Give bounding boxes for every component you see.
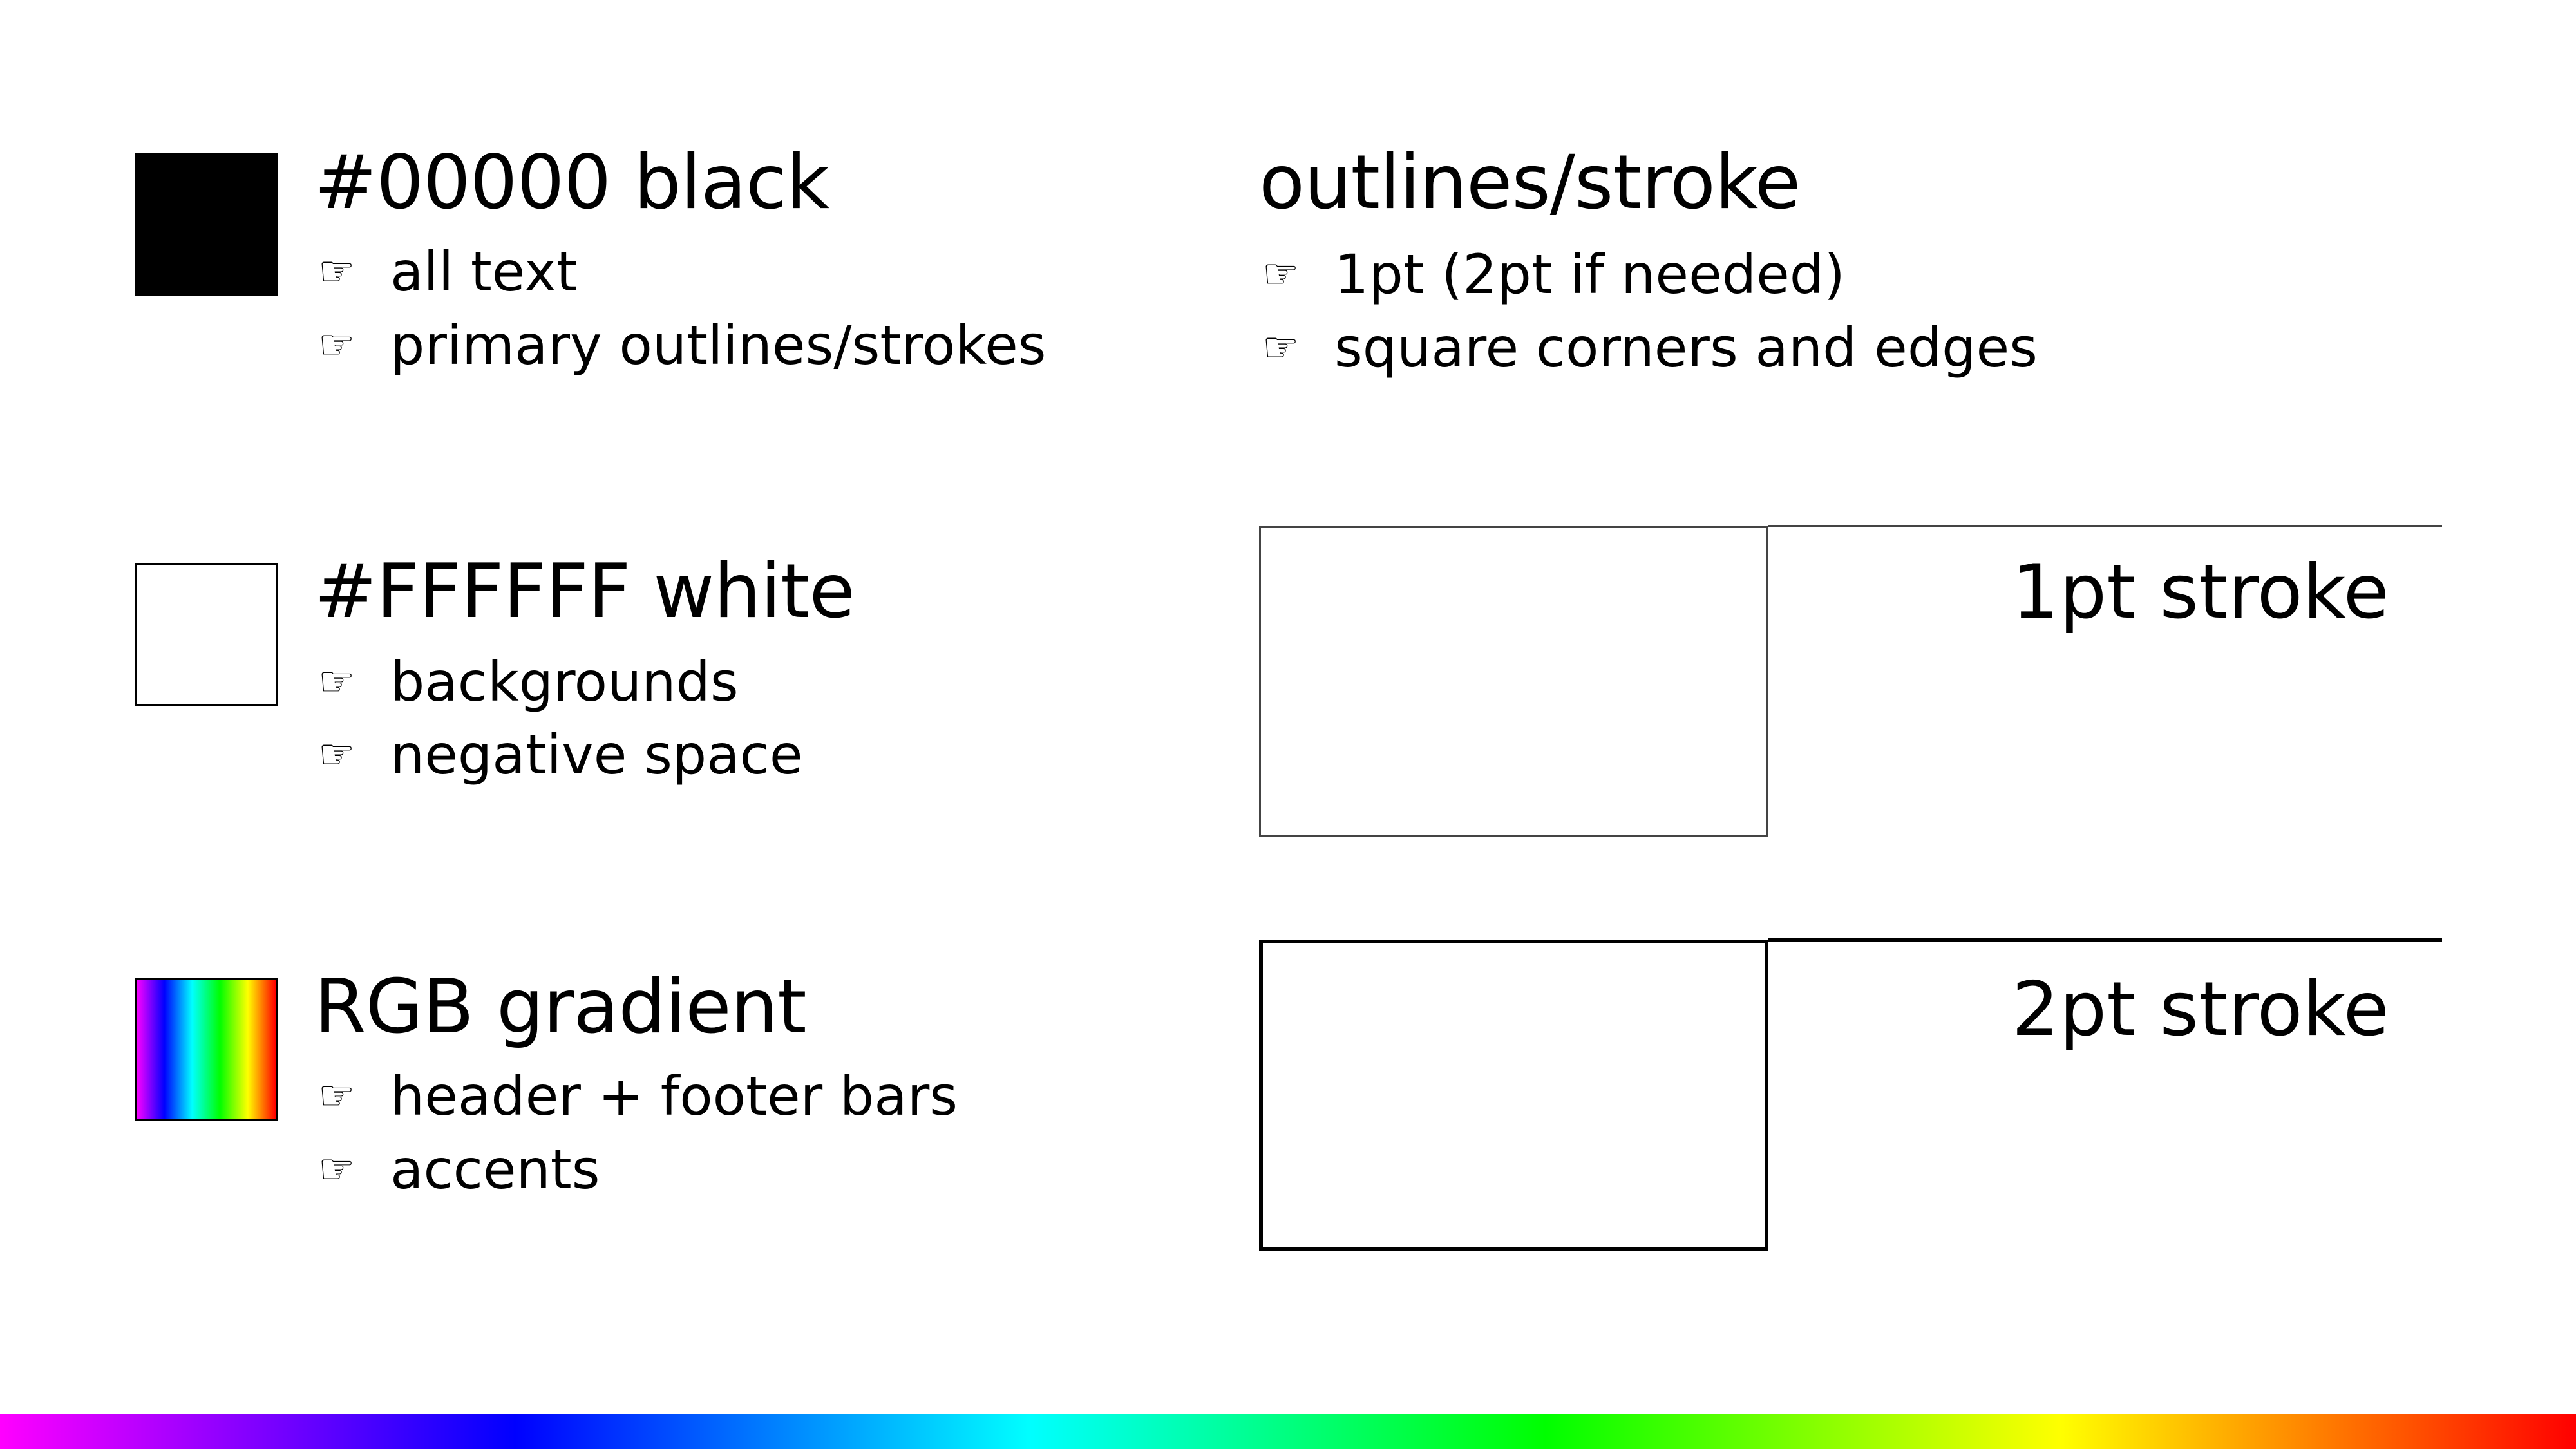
white-heading: #FFFFFF white: [314, 548, 855, 635]
black-heading: #00000 black: [314, 139, 829, 226]
white-bullet-2: ☞ negative space: [318, 723, 803, 786]
pointing-hand-icon: ☞: [1262, 251, 1300, 298]
pointing-hand-icon: ☞: [1262, 324, 1300, 372]
stroke-1pt-line: [1768, 525, 2442, 527]
rgb-bullet-1: ☞ header + footer bars: [318, 1065, 958, 1128]
pointing-hand-icon: ☞: [318, 658, 355, 706]
outlines-heading: outlines/stroke: [1259, 139, 1801, 226]
footer-gradient-bar: [0, 1414, 2576, 1449]
pointing-hand-icon: ☞: [318, 248, 355, 296]
stroke-2pt-label: 2pt stroke: [2011, 966, 2389, 1053]
rgb-gradient-swatch: [135, 978, 278, 1121]
stroke-2pt-line: [1768, 938, 2442, 942]
pointing-hand-icon: ☞: [318, 1072, 355, 1120]
black-bullet-1: ☞ all text: [318, 240, 578, 303]
stroke-2pt-box: [1259, 940, 1768, 1251]
pointing-hand-icon: ☞: [318, 321, 355, 369]
white-bullet-1: ☞ backgrounds: [318, 650, 739, 714]
rgb-heading: RGB gradient: [314, 963, 807, 1050]
rgb-bullet-2: ☞ accents: [318, 1138, 600, 1201]
stroke-1pt-box: [1259, 526, 1768, 837]
pointing-hand-icon: ☞: [318, 731, 355, 779]
pointing-hand-icon: ☞: [318, 1146, 355, 1193]
outlines-bullet-2: ☞ square corners and edges: [1262, 316, 2038, 379]
black-bullet-2: ☞ primary outlines/strokes: [318, 314, 1046, 377]
black-swatch: [135, 153, 278, 296]
stroke-1pt-label: 1pt stroke: [2011, 549, 2389, 636]
outlines-bullet-1: ☞ 1pt (2pt if needed): [1262, 243, 1845, 306]
white-swatch: [135, 563, 278, 706]
